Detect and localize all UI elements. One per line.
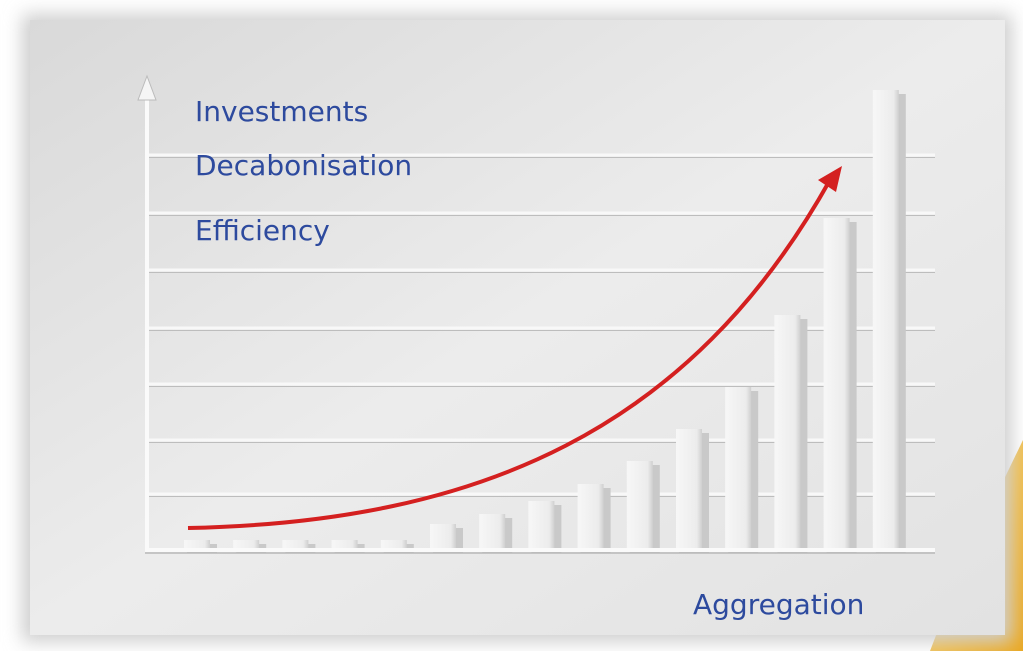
bar <box>676 429 702 550</box>
bar <box>331 540 358 550</box>
trend-arrow <box>187 179 832 530</box>
axis-arrow <box>137 74 157 101</box>
label: Decabonisation <box>195 149 412 182</box>
trend-arrowhead <box>818 166 842 192</box>
bar <box>184 540 210 550</box>
bar <box>528 501 555 550</box>
bar <box>626 461 653 550</box>
bar <box>233 540 260 550</box>
bar <box>725 387 752 550</box>
bar <box>380 540 407 550</box>
label: Investments <box>195 95 368 128</box>
bar <box>823 218 850 550</box>
bar <box>282 540 309 550</box>
label: Aggregation <box>693 588 864 621</box>
label: Efficiency <box>195 214 330 247</box>
bar <box>430 524 456 550</box>
bar <box>872 90 899 550</box>
bar <box>774 315 801 550</box>
bar <box>479 514 506 550</box>
bar <box>577 484 604 550</box>
